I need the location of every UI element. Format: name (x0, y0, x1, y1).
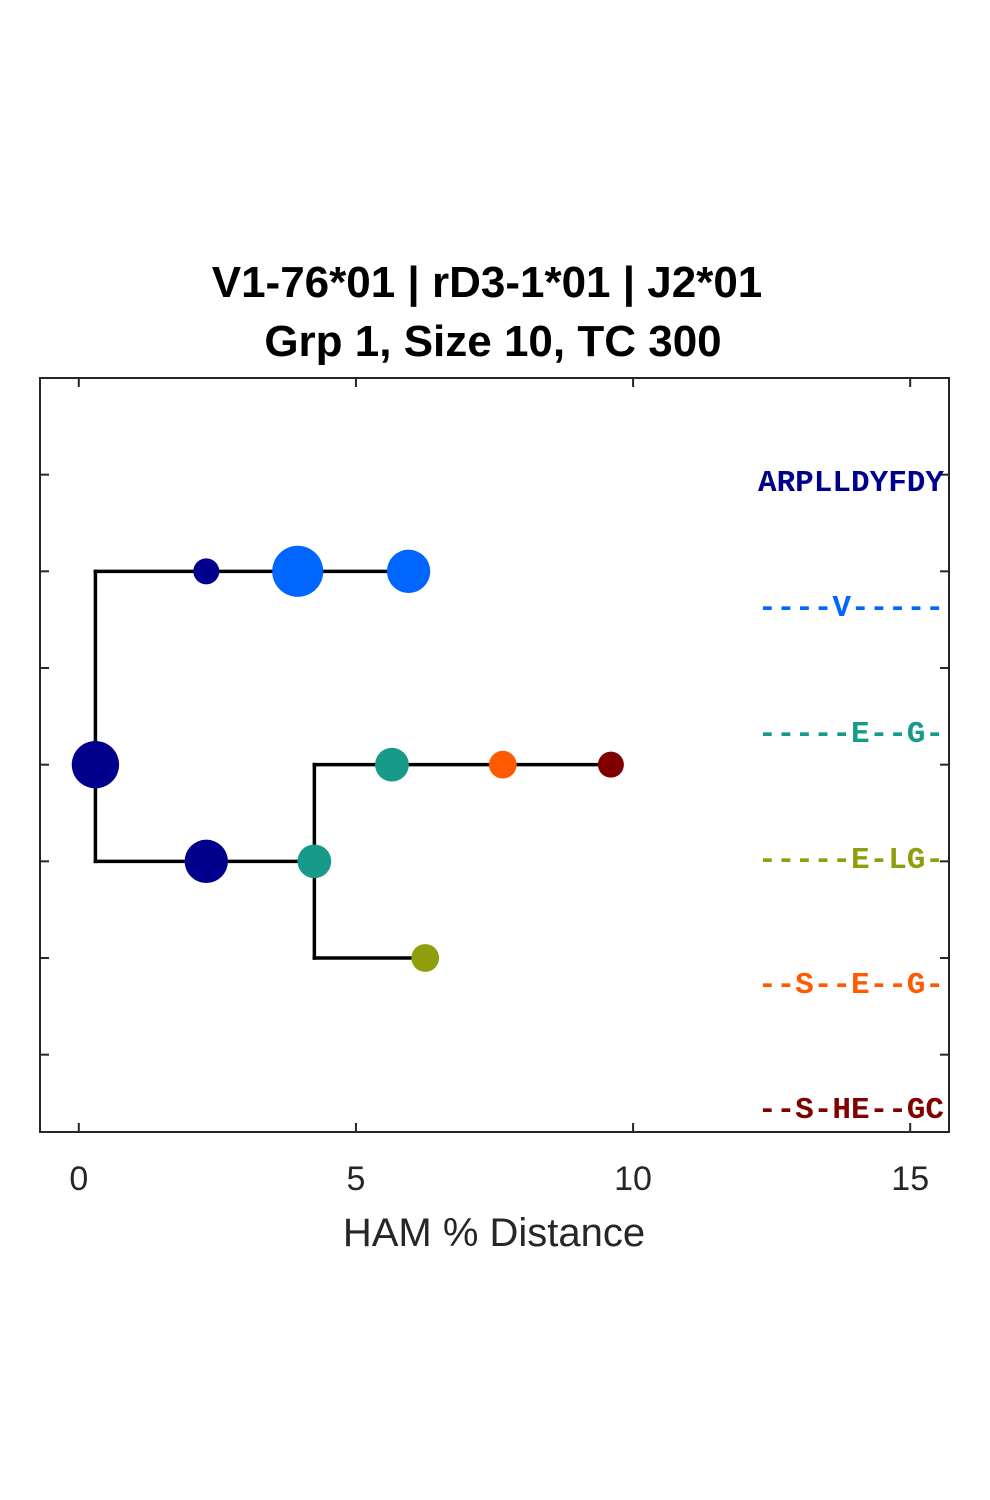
sequence-labels: ARPLLDYFDY ----V----- -----E--G- -----E-… (758, 466, 944, 1128)
tree-node (297, 844, 332, 879)
sequence-label-3: -----E--G- (758, 717, 944, 752)
tree-nodes (71, 545, 624, 972)
sequence-label-1: ARPLLDYFDY (758, 466, 944, 501)
sequence-label-5: --S--E--G- (758, 968, 944, 1003)
title-line-2: Grp 1, Size 10, TC 300 (264, 317, 721, 366)
tree-node (272, 545, 324, 597)
sequence-label-4: -----E-LG- (758, 843, 944, 878)
tree-node (193, 558, 220, 585)
tree-edges (93, 569, 613, 960)
tree-node (71, 740, 120, 789)
x-tick-label-15: 15 (891, 1160, 929, 1198)
x-tick-label-10: 10 (614, 1160, 652, 1198)
sequence-label-6: --S-HE--GC (758, 1093, 944, 1128)
sequence-label-2: ----V----- (758, 591, 944, 626)
tree-node (184, 839, 228, 883)
tree-node (411, 944, 440, 972)
x-axis-label: HAM % Distance (343, 1211, 645, 1255)
x-tick-label-0: 0 (69, 1160, 88, 1198)
tree-node (386, 549, 431, 593)
title-line-1: V1-76*01 | rD3-1*01 | J2*01 (212, 258, 763, 308)
tree-node (597, 751, 624, 778)
x-tick-labels: 0 5 10 15 (69, 1160, 929, 1198)
tree-node (375, 747, 409, 782)
plot-frame (39, 377, 950, 1133)
tree-node (488, 750, 517, 779)
tick-marks (40, 377, 949, 1132)
x-tick-label-5: 5 (346, 1160, 365, 1198)
